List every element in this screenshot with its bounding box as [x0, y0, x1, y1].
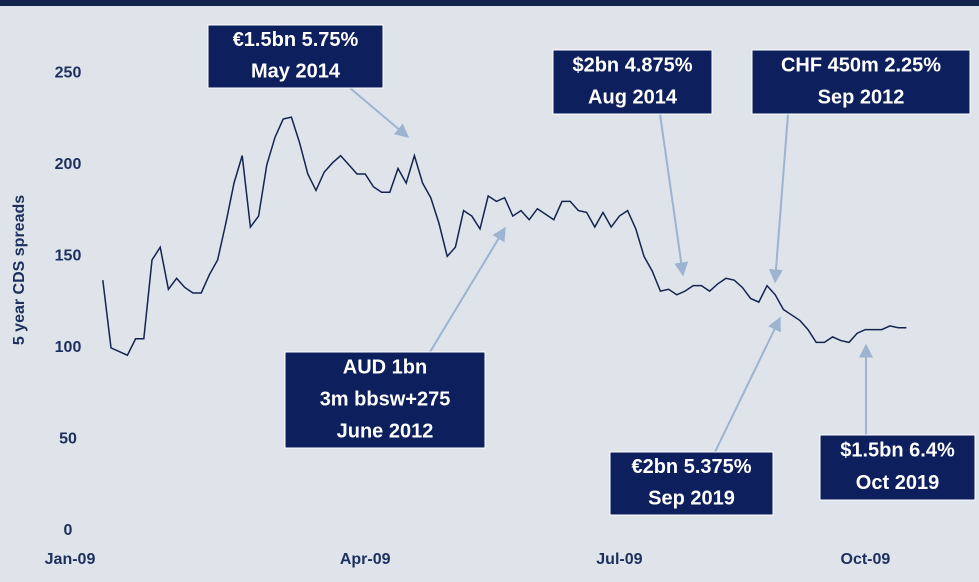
top-bar [0, 0, 979, 6]
annotation-arrow [349, 87, 410, 138]
annotation-box [207, 24, 384, 89]
y-tick-label: 200 [55, 156, 82, 173]
annotation-text: AUD 1bn [343, 356, 427, 378]
annotation-box [751, 49, 971, 115]
annotation-arrow [714, 316, 781, 453]
annotation-text: May 2014 [251, 61, 341, 83]
x-tick-label: Apr-09 [340, 551, 391, 568]
x-tick-label: Oct-09 [841, 551, 891, 568]
annotation-text: €1.5bn 5.75% [233, 29, 359, 51]
y-tick-label: 0 [64, 522, 73, 539]
annotation-text: Sep 2019 [648, 488, 735, 510]
annotation-text: CHF 450m 2.25% [781, 54, 941, 76]
x-tick-label: Jan-09 [45, 551, 96, 568]
annotation-arrow [768, 113, 789, 284]
annotation-box [552, 49, 713, 115]
annotation-text: Aug 2014 [588, 86, 678, 108]
annotation-box [609, 451, 774, 516]
annotation-box [819, 434, 976, 501]
annotation-text: 3m bbsw+275 [320, 388, 451, 410]
annotation-text: €2bn 5.375% [631, 456, 751, 478]
annotation-arrow [429, 226, 506, 353]
y-tick-label: 100 [55, 339, 82, 356]
y-tick-label: 250 [55, 64, 82, 81]
x-tick-label: Jul-09 [596, 551, 642, 568]
y-tick-label: 50 [59, 431, 77, 448]
annotation-box [284, 351, 486, 449]
annotation-text: Sep 2012 [818, 86, 905, 108]
y-axis-label: 5 year CDS spreads [11, 195, 28, 345]
annotation-text: Oct 2019 [856, 472, 939, 494]
line-series [102, 116, 907, 357]
annotation-text: June 2012 [337, 420, 434, 442]
y-tick-label: 150 [55, 248, 82, 265]
annotation-text: $2bn 4.875% [572, 54, 692, 76]
annotation-arrow [659, 113, 689, 277]
annotation-text: $1.5bn 6.4% [840, 440, 955, 462]
